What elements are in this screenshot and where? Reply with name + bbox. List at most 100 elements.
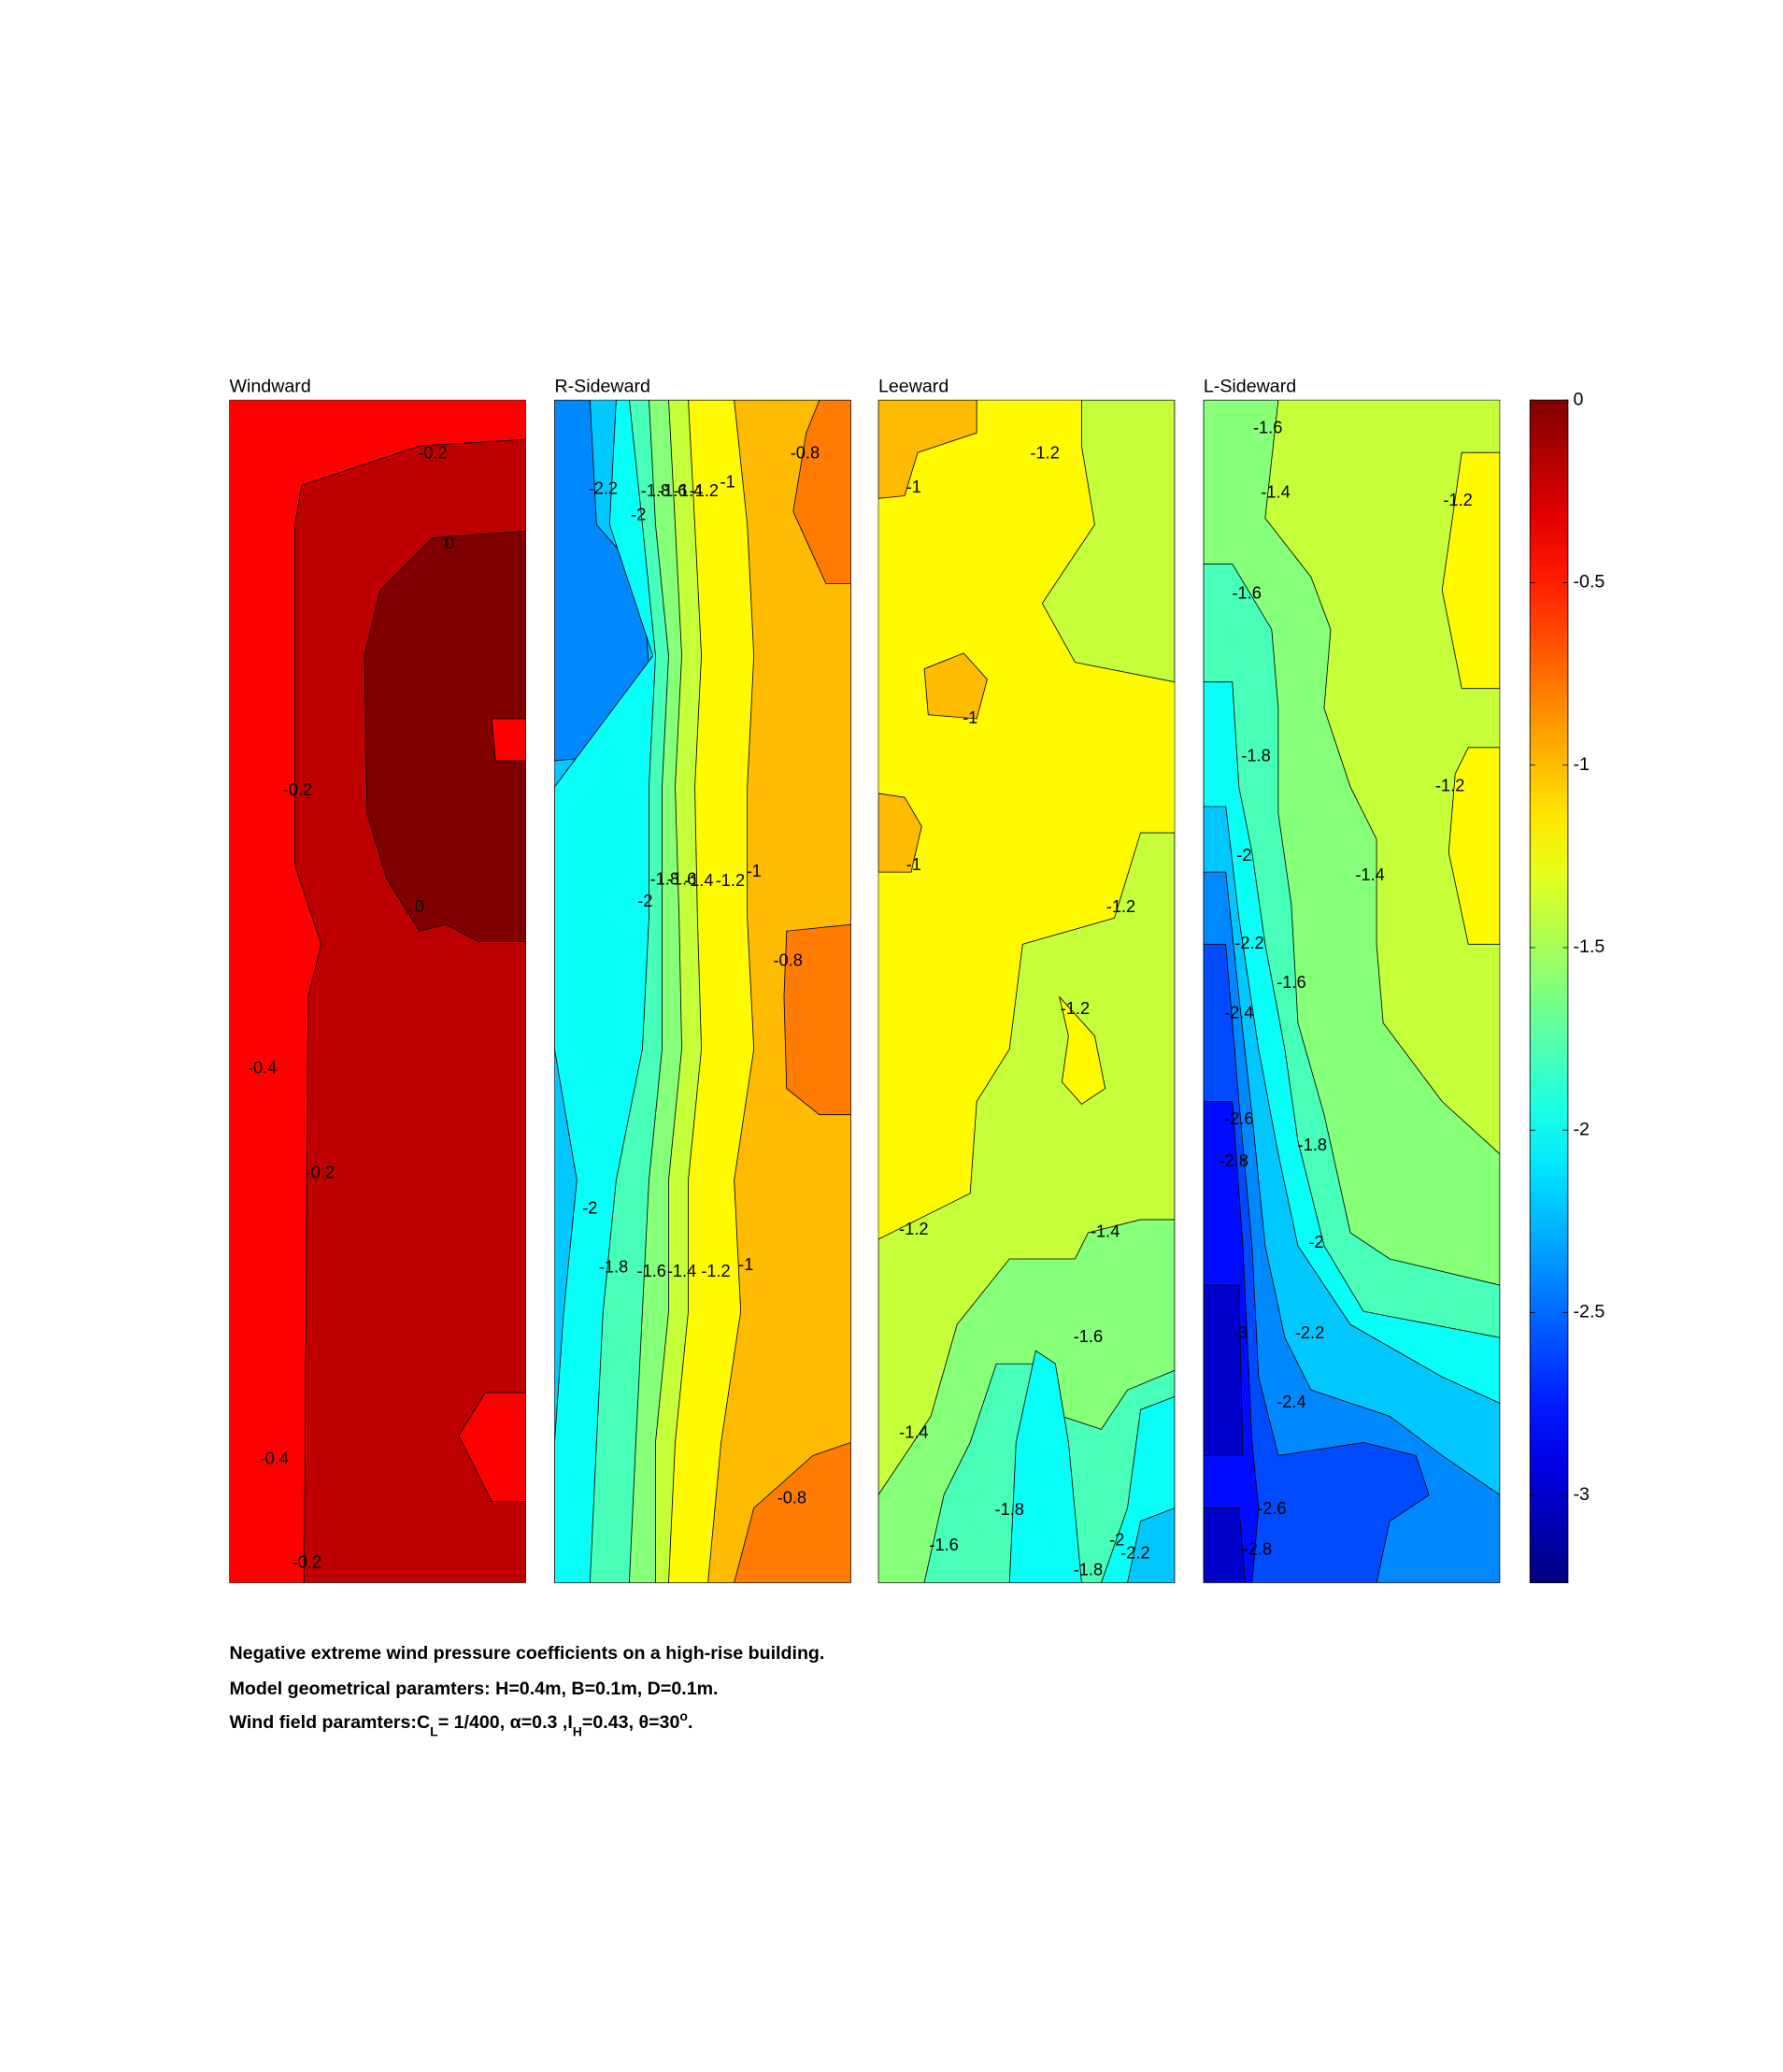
contour-label: -1.2 <box>690 480 719 500</box>
contour-label: -2.6 <box>1224 1108 1253 1128</box>
contour-label: -2 <box>1308 1232 1323 1251</box>
contour-fill <box>1008 1350 1082 1583</box>
contour-label: -2 <box>582 1198 597 1218</box>
contour-label: -2 <box>1109 1529 1124 1549</box>
contour-fill <box>707 400 851 1583</box>
contour-label: -1.4 <box>667 1261 696 1280</box>
contour-fill <box>923 652 988 720</box>
caption-line: Negative extreme wind pressure coefficie… <box>230 1643 825 1664</box>
contour-label: -1.8 <box>995 1499 1024 1519</box>
panel-title: Windward <box>230 377 311 397</box>
contour-label: -0.2 <box>418 442 447 462</box>
contour-label: -2 <box>631 504 646 523</box>
contour-label: -0.8 <box>777 1488 806 1508</box>
panel-title: L-Sideward <box>1204 377 1296 397</box>
contour-label: -1.4 <box>1261 481 1290 501</box>
contour-panel <box>877 400 1176 1583</box>
caption-part: . <box>688 1712 692 1733</box>
contour-fill <box>734 1441 851 1583</box>
contour-label: -0.2 <box>283 779 312 799</box>
contour-label: -1.2 <box>1435 776 1464 795</box>
contour-fill <box>1041 400 1176 683</box>
caption-part: o <box>679 1708 688 1723</box>
contour-fill <box>877 793 922 873</box>
contour-panel <box>554 400 851 1583</box>
contour-label: -0.8 <box>773 950 802 969</box>
contour-fill <box>1127 1508 1176 1583</box>
contour-fill <box>1203 1284 1244 1456</box>
panel-frame <box>1203 399 1501 1583</box>
contour-label: -0.8 <box>791 442 820 462</box>
caption-line: Wind field paramters:CL= 1/400, α=0.3 ,I… <box>230 1708 693 1739</box>
contour-label: -1.4 <box>674 480 703 500</box>
contour-label: -2.6 <box>1257 1498 1286 1518</box>
contour-label: -0.2 <box>292 1551 321 1571</box>
contour-label: -1.6 <box>1074 1326 1103 1346</box>
contour-label: -1.6 <box>1277 972 1305 992</box>
panel-frame <box>877 399 1176 1583</box>
contour-label: -3 <box>1233 1322 1248 1342</box>
contour-label: -1.6 <box>667 868 696 888</box>
contour-label: -1.8 <box>1074 1560 1103 1579</box>
caption-part: H <box>573 1724 582 1739</box>
contour-label: -1.2 <box>701 1261 730 1280</box>
contour-label: -0.2 <box>306 1163 335 1182</box>
contour-fill <box>877 400 977 499</box>
colorbar-tick-label: -1.5 <box>1574 936 1605 957</box>
contour-label: -1.8 <box>650 868 679 888</box>
contour-label: -2.2 <box>1120 1542 1149 1562</box>
contour-label: -1.6 <box>637 1261 666 1280</box>
panel-title: Leeward <box>878 377 949 397</box>
contour-label: -1.8 <box>1298 1135 1327 1154</box>
contour-fill <box>1448 747 1500 945</box>
contour-fill <box>458 1392 526 1502</box>
contour-label: -0.4 <box>260 1448 289 1467</box>
colorbar-tick-label: -0.5 <box>1574 572 1605 593</box>
contour-label: -1.8 <box>1241 745 1270 764</box>
contour-label: -2.8 <box>1219 1150 1248 1170</box>
contour-label: -2 <box>1236 845 1251 865</box>
colorbar-tick-label: -3 <box>1574 1484 1590 1505</box>
contour-label: -0.4 <box>248 1057 277 1077</box>
contour-label: -1.6 <box>1232 583 1261 603</box>
colorbar-tick-label: -2.5 <box>1574 1302 1605 1322</box>
contour-label: -1.2 <box>1030 442 1059 462</box>
colorbar-tick-label: 0 <box>1574 389 1584 409</box>
contour-panel <box>229 400 526 1583</box>
contour-label: -1 <box>906 477 921 496</box>
contour-label: -1.8 <box>641 480 670 500</box>
contour-fill <box>1441 451 1500 690</box>
contour-label: -2.2 <box>1234 933 1263 952</box>
contour-label: -1.6 <box>658 480 687 500</box>
contour-fill <box>491 718 526 762</box>
contour-label: -1.4 <box>684 870 713 890</box>
contour-fill <box>1203 871 1500 1583</box>
contour-label: -2 <box>637 891 652 910</box>
contour-fill <box>1059 996 1106 1106</box>
panel-frame <box>554 399 851 1583</box>
caption-part: L <box>430 1724 438 1739</box>
contour-label: -1.2 <box>899 1219 928 1238</box>
contour-label: 0 <box>415 896 424 916</box>
contour-label: -1.2 <box>1061 998 1090 1018</box>
contour-label: -2.2 <box>1295 1322 1324 1342</box>
contour-label: -1.4 <box>899 1422 928 1441</box>
contour-label: -1.8 <box>599 1257 628 1277</box>
contour-label: -1.2 <box>716 870 745 890</box>
contour-label: -1.4 <box>1091 1222 1120 1241</box>
contour-label: -2.4 <box>1224 1002 1253 1022</box>
contour-label: -1 <box>906 854 921 874</box>
colorbar <box>1529 399 1569 1583</box>
caption-part: Wind field paramters:C <box>230 1712 431 1733</box>
colorbar-tick-label: -2 <box>1574 1119 1590 1139</box>
contour-fill <box>364 530 526 942</box>
panel-frame <box>229 399 526 1583</box>
contour-label: -1.6 <box>1253 418 1282 437</box>
caption-part: = 1/400, α=0.3 ,I <box>438 1712 573 1733</box>
contour-label: 0 <box>445 533 454 552</box>
contour-label: -1 <box>720 471 735 491</box>
contour-label: -2.2 <box>589 478 618 497</box>
contour-label: -2.8 <box>1243 1538 1272 1558</box>
